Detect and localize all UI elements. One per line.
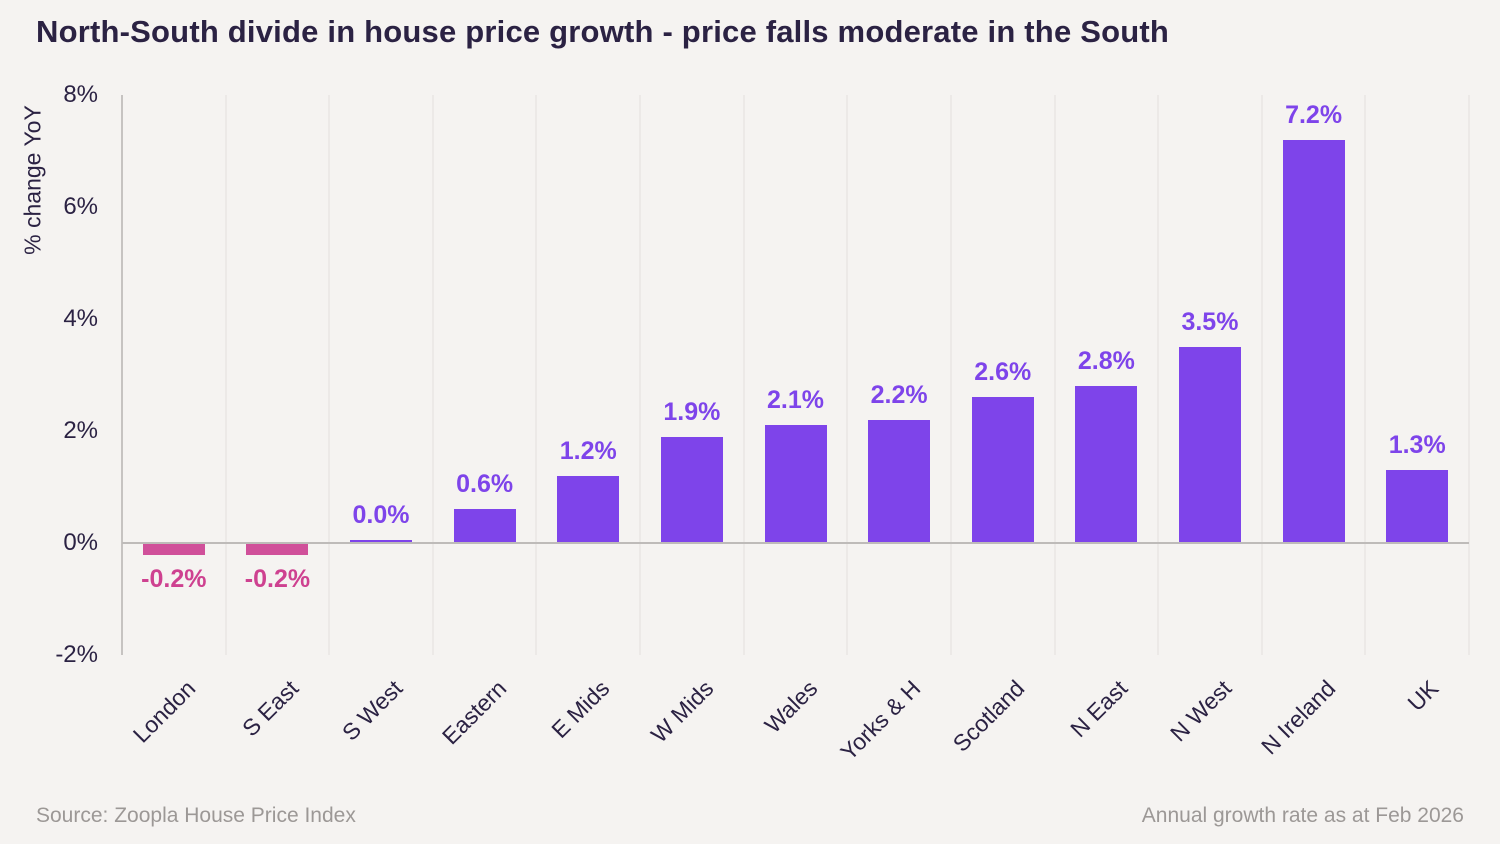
zero-baseline <box>122 542 1469 544</box>
gridline <box>1157 95 1160 655</box>
y-tick-label: 2% <box>63 417 98 444</box>
gridline <box>639 95 642 655</box>
gridline <box>1260 95 1263 655</box>
value-label-w-mids: 1.9% <box>663 397 721 426</box>
value-label-s-west: 0.0% <box>352 501 410 529</box>
value-label-uk: 1.3% <box>1388 431 1446 460</box>
bar-s-east <box>246 544 309 556</box>
bar-s-west <box>350 540 413 543</box>
gridline <box>742 95 745 655</box>
y-tick-label: 8% <box>63 81 98 108</box>
value-label-eastern: 0.6% <box>456 470 514 499</box>
value-label-e-mids: 1.2% <box>559 436 617 465</box>
footer: Source: Zoopla House Price Index Annual … <box>36 804 1464 828</box>
gridline <box>1468 95 1470 655</box>
bar-uk <box>1386 470 1449 543</box>
y-tick-label: 0% <box>63 529 98 556</box>
gridline <box>1364 95 1367 655</box>
chart-title: North-South divide in house price growth… <box>36 14 1170 49</box>
y-tick-label: 6% <box>63 193 98 220</box>
value-label-s-east: -0.2% <box>244 565 311 594</box>
value-label-n-east: 2.8% <box>1077 347 1135 376</box>
value-label-yorks-h: 2.2% <box>870 380 928 409</box>
value-label-scotland: 2.6% <box>974 358 1032 387</box>
y-axis-line <box>121 95 123 655</box>
bar-scotland <box>971 397 1034 543</box>
gridline <box>949 95 952 655</box>
bar-yorks-h <box>868 419 931 543</box>
value-label-london: -0.2% <box>141 565 207 594</box>
date-note: Annual growth rate as at Feb 2026 <box>1141 804 1464 827</box>
value-label-n-west: 3.5% <box>1181 308 1239 336</box>
bar-n-ireland <box>1282 139 1345 543</box>
gridline <box>328 95 331 655</box>
bar-london <box>142 544 205 556</box>
bar-n-west <box>1178 347 1241 543</box>
bar-e-mids <box>557 475 620 543</box>
gridline <box>535 95 538 655</box>
gridline <box>846 95 849 655</box>
source-note: Source: Zoopla House Price Index <box>36 804 356 827</box>
value-label-n-ireland: 7.2% <box>1285 100 1343 129</box>
bar-wales <box>764 425 827 543</box>
gridline <box>431 95 434 655</box>
y-tick-label: 4% <box>63 305 98 332</box>
value-label-wales: 2.1% <box>767 386 824 415</box>
bar-w-mids <box>660 436 723 543</box>
gridline <box>224 95 227 655</box>
y-tick-label: -2% <box>55 641 98 668</box>
bar-eastern <box>453 509 516 543</box>
gridline <box>1053 95 1056 655</box>
bar-n-east <box>1075 386 1138 543</box>
